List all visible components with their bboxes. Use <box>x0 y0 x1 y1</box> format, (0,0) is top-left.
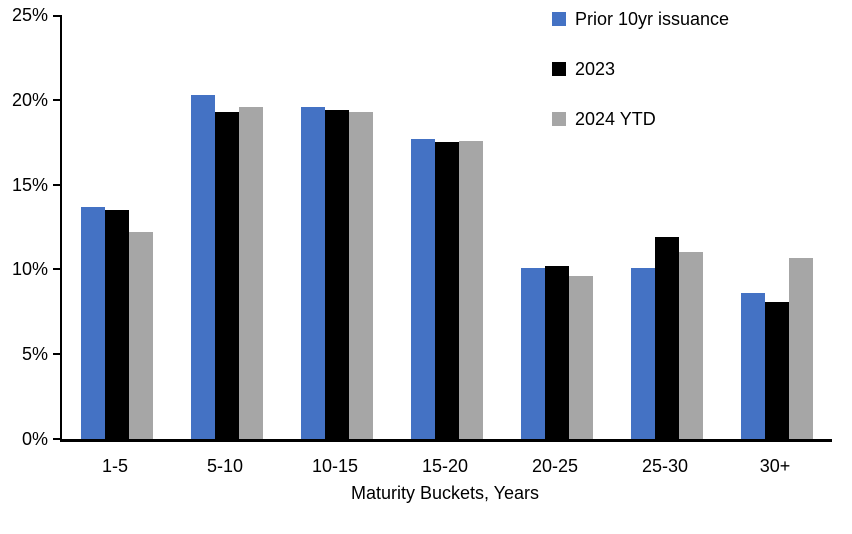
bar-2023 <box>105 210 129 439</box>
bar-prior-10yr-issuance <box>191 94 215 439</box>
bar-2024-ytd <box>349 111 373 439</box>
bar-2024-ytd <box>129 232 153 439</box>
y-axis-tick <box>53 268 62 271</box>
bar-prior-10yr-issuance <box>301 106 325 439</box>
bar-prior-10yr-issuance <box>521 267 545 439</box>
bar-prior-10yr-issuance <box>81 206 105 439</box>
bar-2023 <box>435 142 459 439</box>
y-axis-tick-label: 0% <box>21 429 48 449</box>
y-axis-tick-label: 5% <box>21 344 48 365</box>
plot-area <box>53 15 832 442</box>
x-axis-tick-label: 20-25 <box>531 456 579 476</box>
legend-label: 2024 YTD <box>575 108 656 129</box>
bar-2023 <box>215 111 239 439</box>
legend-item-2023: 2023 <box>552 56 729 82</box>
bar-prior-10yr-issuance <box>741 293 765 439</box>
x-axis-tick-label: 5-10 <box>206 456 244 476</box>
y-axis-tick <box>53 438 62 440</box>
y-axis-tick-label: 15% <box>11 174 48 195</box>
y-axis-tick-label: 25% <box>11 5 48 25</box>
legend-swatch-icon <box>552 62 566 76</box>
x-axis-tick-label: 30+ <box>759 456 791 476</box>
bar-2023 <box>545 266 569 439</box>
y-axis-tick <box>53 98 62 101</box>
bar-prior-10yr-issuance <box>411 138 435 439</box>
legend-swatch-icon <box>552 12 566 26</box>
bar-2024-ytd <box>569 276 593 439</box>
bar-2024-ytd <box>459 140 483 439</box>
x-axis-tick-label: 25-30 <box>641 456 689 476</box>
legend-item-2024-ytd: 2024 YTD <box>552 106 729 132</box>
bar-2023 <box>325 109 349 439</box>
legend-swatch-icon <box>552 112 566 126</box>
x-axis-tick-label: 15-20 <box>421 456 469 476</box>
legend-label: Prior 10yr issuance <box>575 8 730 29</box>
bar-2024-ytd <box>789 257 813 439</box>
legend-item-prior-10yr-issuance: Prior 10yr issuance <box>552 6 729 32</box>
bar-prior-10yr-issuance <box>631 267 655 439</box>
y-axis-tick <box>53 183 62 186</box>
y-axis-tick <box>53 15 62 17</box>
bar-2023 <box>765 301 789 439</box>
x-axis-tick-label: 10-15 <box>311 456 359 476</box>
bar-2024-ytd <box>239 106 263 439</box>
legend: Prior 10yr issuance 2023 2024 YTD <box>552 6 729 156</box>
x-axis-title: Maturity Buckets, Years <box>350 483 540 503</box>
y-axis-tick-label: 10% <box>11 259 48 280</box>
bar-2024-ytd <box>679 252 703 439</box>
x-axis-tick-label: 1-5 <box>101 456 128 476</box>
y-axis-tick <box>53 353 62 356</box>
legend-label: 2023 <box>575 58 616 79</box>
y-axis-tick-label: 20% <box>11 89 48 110</box>
bar-2023 <box>655 237 679 439</box>
